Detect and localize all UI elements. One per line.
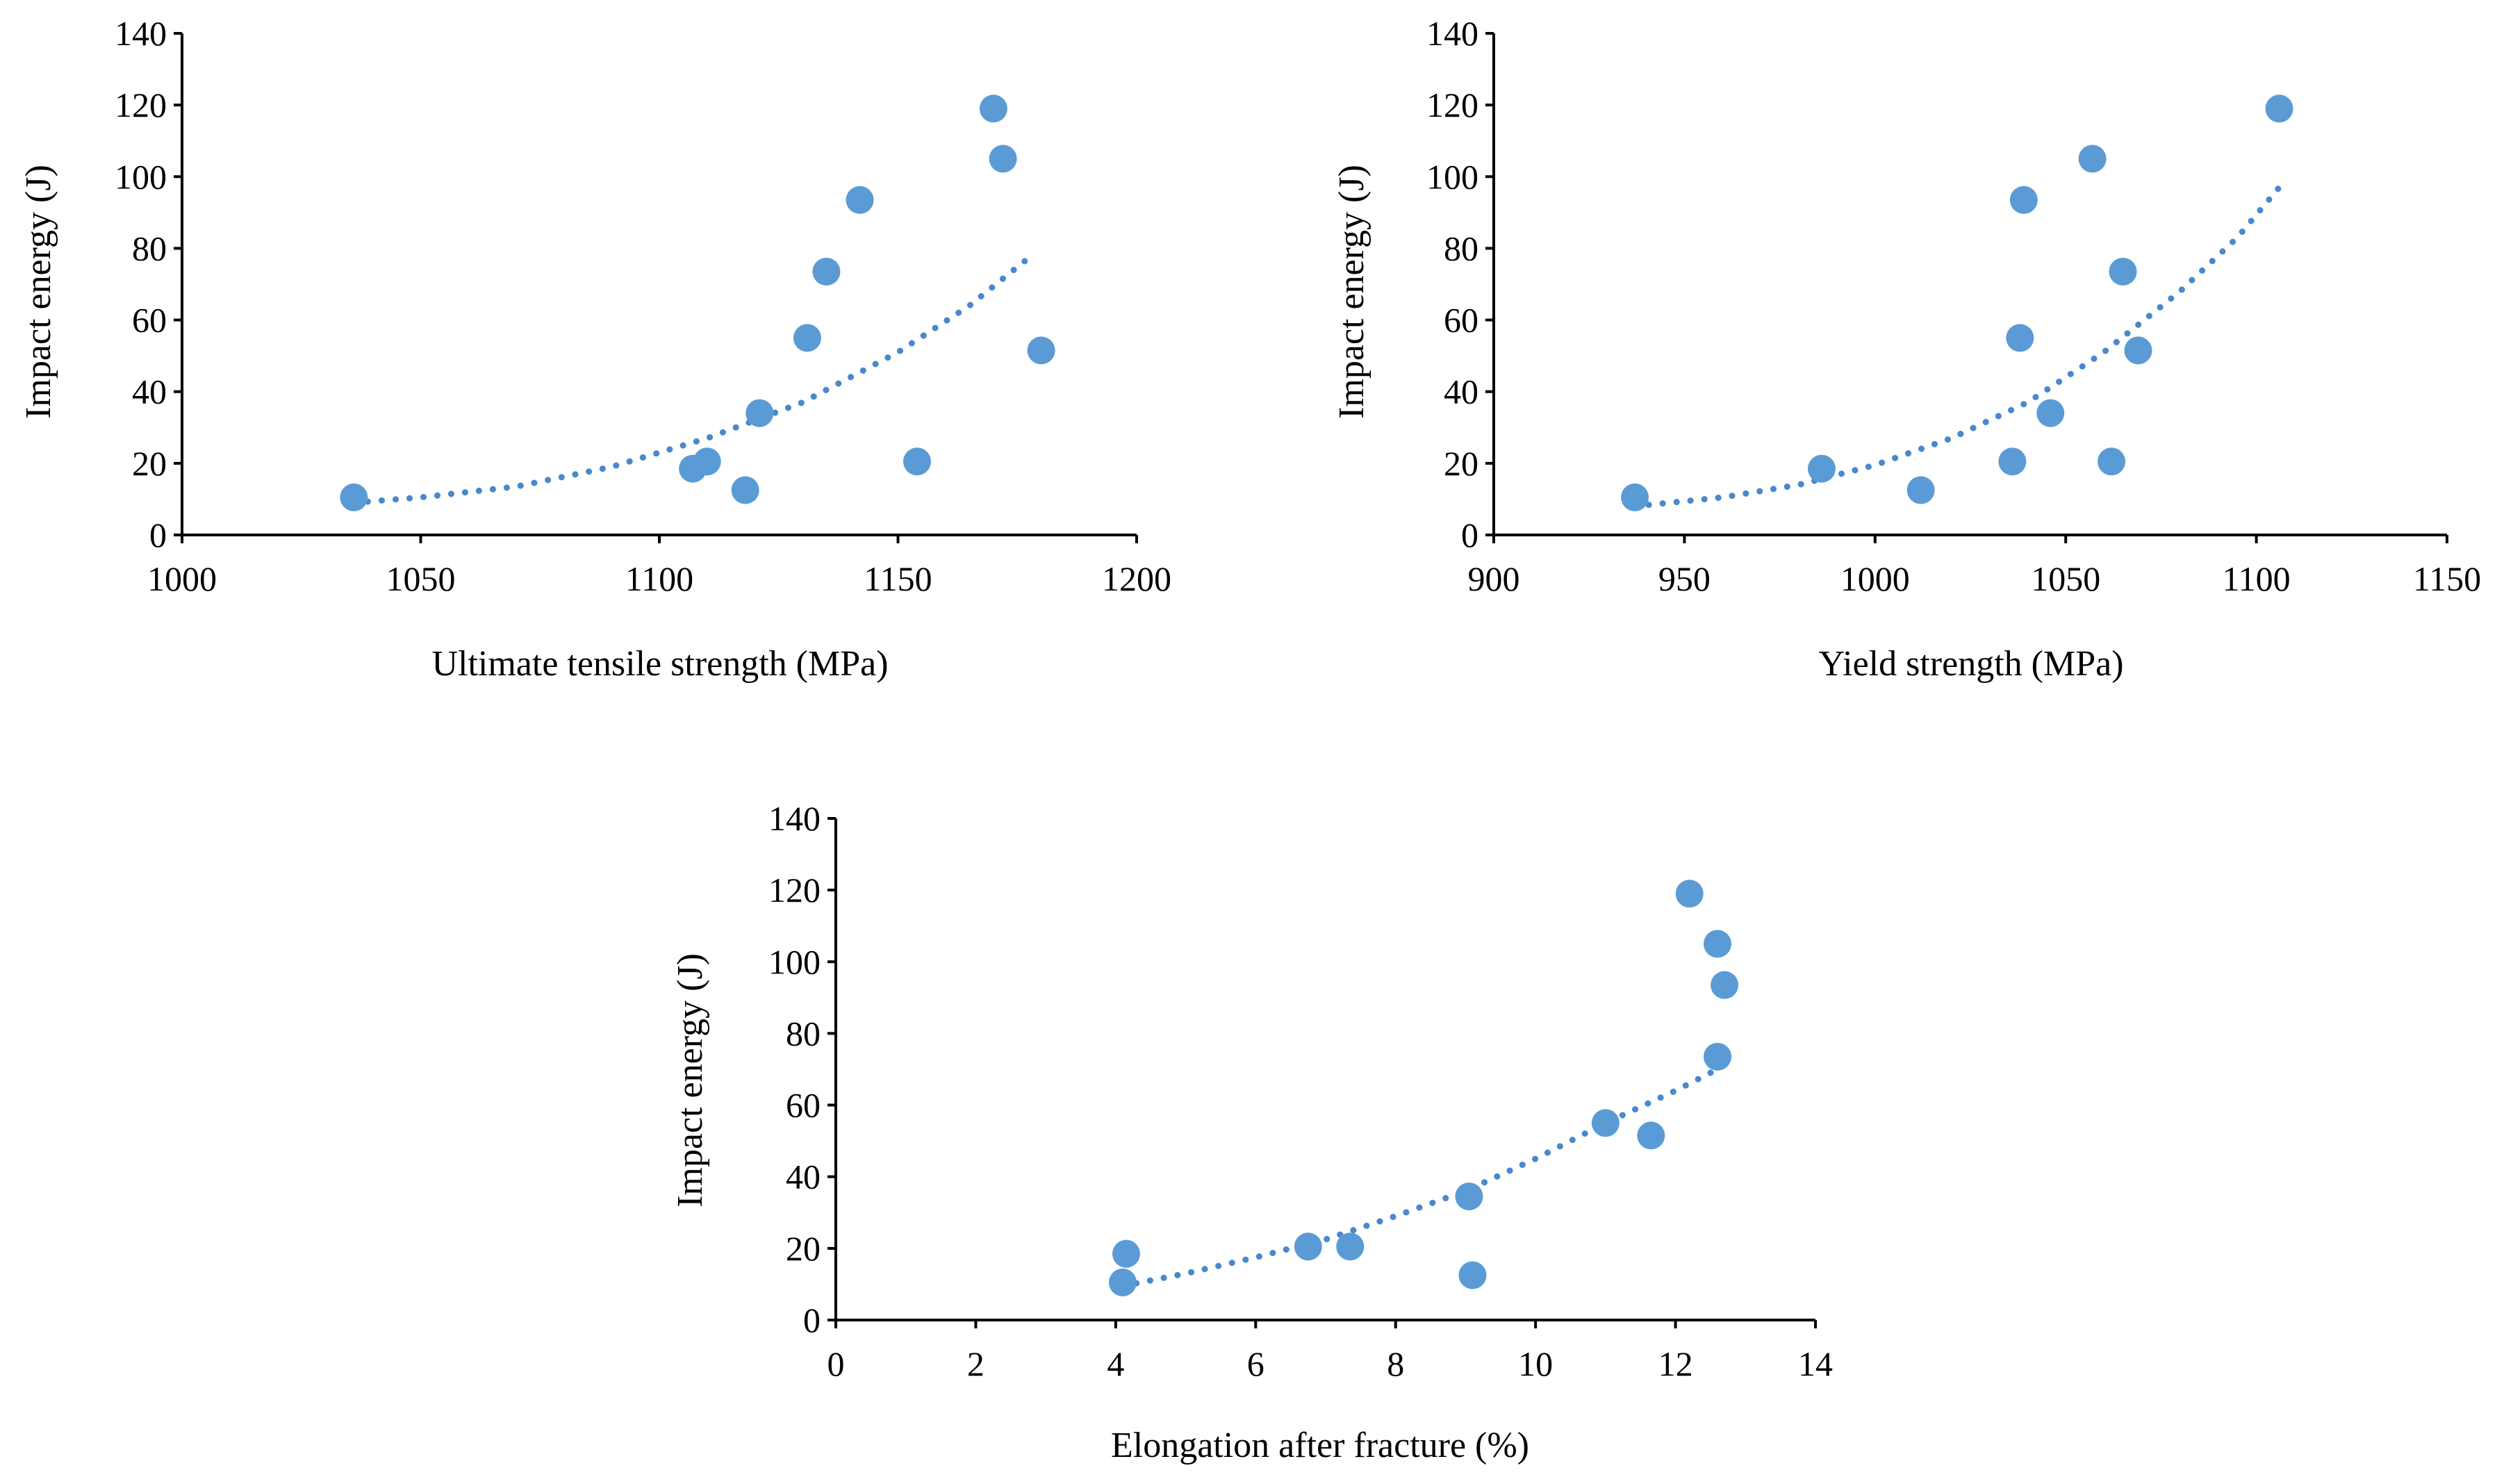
elong-x-tick-label: 14 (1798, 1344, 1833, 1383)
uts-data-point (989, 145, 1017, 173)
uts-data-point (979, 94, 1007, 123)
chart-ys: Impact energy (J) Yield strength (MPa) 0… (1332, 14, 2481, 684)
elong-trendline (1119, 1066, 1721, 1289)
uts-y-axis-title: Impact energy (J) (19, 165, 58, 419)
ys-data-point (2124, 336, 2152, 365)
elong-y-tick-label: 40 (786, 1157, 821, 1196)
elong-data-point (1704, 1042, 1731, 1071)
elong-data-point (1336, 1232, 1365, 1261)
uts-x-tick-label: 1150 (864, 559, 932, 598)
uts-data-point (903, 447, 931, 476)
ys-y-tick-label: 40 (1444, 372, 1478, 411)
elong-data-point (1458, 1261, 1487, 1289)
uts-x-tick-label: 1200 (1102, 559, 1171, 598)
ys-data-point (2078, 145, 2107, 173)
elong-data-point (1294, 1232, 1322, 1261)
elong-data-point (1455, 1182, 1483, 1211)
elong-data-point (1112, 1239, 1140, 1268)
elong-x-tick-label: 6 (1247, 1344, 1264, 1383)
ys-y-axis-title: Impact energy (J) (1332, 165, 1371, 419)
elong-data-point (1591, 1109, 1620, 1137)
elong-y-tick-label: 60 (786, 1086, 821, 1125)
elong-y-tick-label: 140 (768, 799, 821, 838)
ys-data-point (2265, 94, 2293, 123)
uts-x-axis-title: Ultimate tensile strength (MPa) (431, 644, 888, 684)
uts-data-point (812, 257, 841, 286)
elong-x-tick-label: 4 (1107, 1344, 1124, 1383)
uts-data-point (846, 186, 874, 214)
elong-y-tick-label: 0 (803, 1301, 821, 1339)
uts-y-tick-label: 100 (115, 157, 167, 196)
ys-x-tick-label: 1100 (2223, 559, 2291, 598)
elong-y-axis-title: Impact energy (J) (670, 953, 710, 1207)
elong-data-point (1108, 1268, 1137, 1296)
ys-data-point (2109, 257, 2137, 286)
ys-y-tick-label: 20 (1444, 444, 1478, 483)
ys-y-tick-label: 120 (1426, 85, 1478, 124)
elong-y-tick-label: 100 (768, 942, 821, 981)
elong-x-tick-label: 2 (967, 1344, 984, 1383)
elong-x-tick-label: 8 (1387, 1344, 1404, 1383)
elong-data-point (1711, 971, 1739, 999)
elong-x-tick-label: 10 (1518, 1344, 1553, 1383)
ys-data-point (2036, 399, 2065, 427)
uts-x-tick-label: 1050 (386, 559, 456, 598)
elong-x-axis-title: Elongation after fracture (%) (1111, 1426, 1529, 1465)
ys-y-tick-label: 140 (1426, 14, 1478, 53)
uts-x-tick-label: 1000 (147, 559, 217, 598)
ys-x-axis-title: Yield strength (MPa) (1818, 644, 2123, 684)
elong-x-tick-label: 0 (827, 1344, 845, 1383)
uts-y-tick-label: 60 (132, 301, 167, 340)
ys-x-tick-label: 950 (1658, 559, 1711, 598)
elong-x-tick-label: 12 (1658, 1344, 1693, 1383)
ys-x-tick-label: 1150 (2413, 559, 2481, 598)
ys-y-tick-label: 80 (1444, 229, 1478, 267)
ys-trendline (1631, 184, 2282, 510)
ys-y-tick-label: 100 (1426, 157, 1478, 196)
elong-data-point (1637, 1121, 1665, 1150)
ys-data-point (1998, 447, 2027, 476)
uts-y-tick-label: 40 (132, 372, 167, 411)
uts-y-tick-label: 140 (115, 14, 167, 53)
ys-y-tick-label: 0 (1461, 516, 1478, 554)
uts-y-tick-label: 80 (132, 229, 167, 267)
ys-x-tick-label: 1050 (2031, 559, 2100, 598)
chart-elong: Impact energy (J) Elongation after fract… (670, 799, 1833, 1465)
uts-x-tick-label: 1100 (625, 559, 693, 598)
uts-y-tick-label: 120 (115, 85, 167, 124)
ys-data-point (2006, 324, 2034, 352)
uts-y-tick-label: 0 (149, 516, 167, 554)
elong-y-tick-label: 80 (786, 1014, 821, 1053)
ys-y-tick-label: 60 (1444, 301, 1478, 340)
chart-uts: Impact energy (J) Ultimate tensile stren… (19, 14, 1171, 684)
ys-data-point (1807, 454, 1836, 483)
ys-x-tick-label: 900 (1468, 559, 1520, 598)
ys-x-tick-label: 1000 (1840, 559, 1910, 598)
uts-y-tick-label: 20 (132, 444, 167, 483)
elong-y-tick-label: 20 (786, 1229, 821, 1268)
uts-data-point (731, 476, 759, 504)
elong-data-point (1704, 930, 1731, 958)
ys-data-point (1621, 483, 1649, 511)
ys-data-point (2098, 447, 2126, 476)
uts-trendline (350, 252, 1035, 506)
uts-data-point (1027, 336, 1055, 365)
uts-data-point (745, 399, 774, 427)
uts-data-point (693, 447, 721, 476)
uts-data-point (340, 483, 368, 511)
ys-data-point (1906, 476, 1935, 504)
uts-data-point (793, 324, 821, 352)
elong-y-tick-label: 120 (768, 871, 821, 909)
elong-data-point (1675, 880, 1704, 908)
ys-data-point (2009, 186, 2038, 214)
